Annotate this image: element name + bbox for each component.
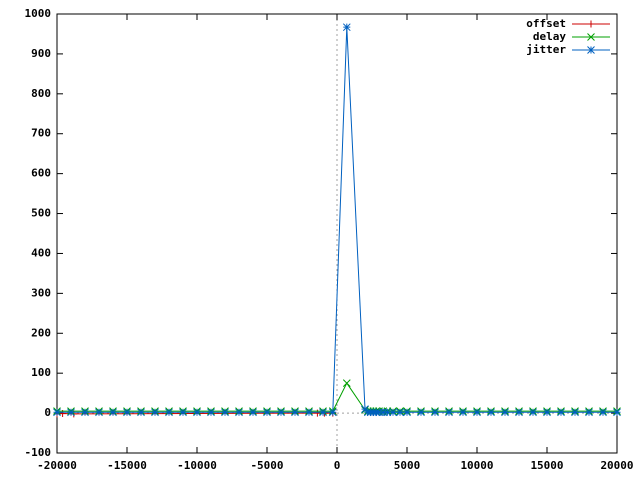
point-marker: [529, 408, 537, 417]
point-marker: [379, 408, 388, 417]
y-tick-label: 400: [31, 246, 51, 259]
point-marker: [375, 408, 383, 417]
point-marker: [81, 408, 89, 417]
point-marker: [473, 408, 481, 417]
y-tick-label: -100: [25, 446, 52, 459]
point-marker: [179, 408, 187, 417]
point-marker: [403, 408, 411, 417]
x-tick-label: 0: [334, 459, 341, 472]
point-marker: [151, 408, 159, 417]
point-marker: [53, 408, 61, 417]
x-tick-label: -5000: [250, 459, 283, 472]
y-tick-label: 900: [31, 47, 51, 60]
x-tick-label: 15000: [530, 459, 563, 472]
point-marker: [383, 408, 392, 417]
legend-label: delay: [533, 30, 566, 43]
point-marker: [613, 408, 621, 417]
point-marker: [417, 408, 425, 417]
point-marker: [599, 408, 607, 417]
x-tick-label: -15000: [107, 459, 147, 472]
x-tick-label: -20000: [37, 459, 77, 472]
point-marker: [319, 408, 327, 417]
point-marker: [235, 408, 243, 417]
point-marker: [585, 408, 593, 417]
point-marker: [123, 408, 131, 417]
point-marker: [95, 408, 103, 417]
point-marker: [291, 408, 299, 417]
legend-label: jitter: [526, 43, 566, 56]
x-tick-label: 20000: [600, 459, 633, 472]
legend-marker: [587, 33, 595, 41]
point-marker: [221, 408, 229, 417]
y-tick-label: 800: [31, 87, 51, 100]
point-marker: [305, 408, 313, 417]
plot-frame: [56, 13, 618, 454]
point-marker: [165, 408, 173, 417]
point-marker: [109, 408, 117, 417]
y-tick-label: 500: [31, 207, 51, 220]
point-marker: [501, 408, 509, 417]
point-marker: [431, 408, 439, 417]
point-marker: [263, 408, 271, 417]
y-tick-label: 700: [31, 127, 51, 140]
point-marker: [557, 408, 565, 417]
y-tick-label: 100: [31, 366, 51, 379]
point-marker: [515, 408, 523, 417]
point-marker: [543, 408, 551, 417]
point-marker: [389, 408, 397, 417]
point-marker: [328, 408, 337, 417]
y-tick-label: 200: [31, 326, 51, 339]
x-tick-label: -10000: [177, 459, 217, 472]
point-marker: [342, 23, 351, 32]
point-marker: [249, 408, 257, 417]
y-tick-label: 600: [31, 167, 51, 180]
legend-label: offset: [526, 17, 566, 30]
point-marker: [67, 408, 75, 417]
point-marker: [445, 408, 453, 417]
legend-marker: [587, 20, 595, 28]
point-marker: [487, 408, 495, 417]
y-tick-label: 1000: [25, 7, 52, 20]
x-tick-label: 5000: [394, 459, 421, 472]
point-marker: [193, 408, 201, 417]
point-marker: [207, 408, 215, 417]
point-marker: [137, 408, 145, 417]
y-tick-label: 300: [31, 286, 51, 299]
legend-marker: [587, 46, 595, 54]
series-line: [57, 382, 617, 412]
x-tick-label: 10000: [460, 459, 493, 472]
point-marker: [277, 408, 285, 417]
point-marker: [342, 379, 351, 388]
point-marker: [459, 408, 467, 417]
y-tick-label: 0: [44, 406, 51, 419]
point-marker: [571, 408, 579, 417]
point-marker: [396, 408, 404, 417]
